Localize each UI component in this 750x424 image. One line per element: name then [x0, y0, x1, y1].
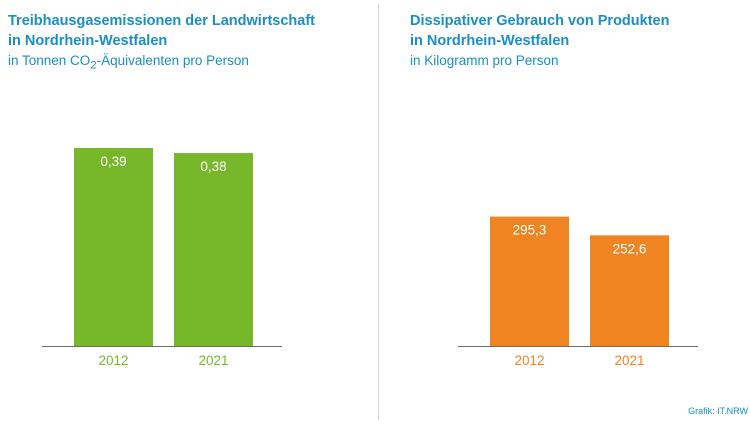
chart-panel-dissipative-use: Dissipativer Gebrauch von Produkten in N… — [380, 0, 750, 424]
bar-chart-dissipative-use: 295,3 2012 252,6 2021 — [458, 216, 698, 368]
chart-title-line-1: Dissipativer Gebrauch von Produkten — [410, 13, 670, 29]
data-label-2021: 0,38 — [200, 159, 226, 174]
chart-subtitle-sub: 2 — [90, 59, 97, 72]
chart-subtitle-pre: in Kilogramm pro Person — [410, 53, 559, 68]
bar-chart-greenhouse-gas: 0,39 2012 0,38 2021 — [42, 148, 282, 368]
chart-subtitle-post: -Äquivalenten pro Person — [96, 53, 249, 68]
bar-2012 — [490, 216, 569, 346]
chart-title: Treibhausgasemissionen der Landwirtschaf… — [8, 11, 368, 51]
chart-title-line-2: in Nordrhein-Westfalen — [410, 33, 570, 49]
chart-panel-greenhouse-gas: Treibhausgasemissionen der Landwirtschaf… — [8, 11, 368, 368]
chart-title-line-2: in Nordrhein-Westfalen — [8, 33, 168, 49]
tick-label-2021: 2021 — [614, 353, 644, 368]
data-label-2012: 295,3 — [513, 223, 547, 238]
chart-subtitle-pre: in Tonnen CO — [8, 53, 91, 68]
data-label-2021: 252,6 — [613, 241, 647, 256]
bar-2021 — [590, 235, 669, 346]
chart-title: Dissipativer Gebrauch von Produkten in N… — [410, 11, 740, 51]
chart-subtitle: in Kilogramm pro Person — [410, 52, 559, 75]
data-label-2012: 0,39 — [100, 154, 126, 169]
tick-label-2021: 2021 — [198, 353, 228, 368]
tick-label-2012: 2012 — [514, 353, 544, 368]
chart-subtitle: in Tonnen CO2-Äquivalenten pro Person — [8, 52, 249, 75]
source-credit: Grafik: IT.NRW — [688, 406, 748, 416]
bar-2021 — [174, 153, 253, 346]
tick-label-2012: 2012 — [98, 353, 128, 368]
chart-title-line-1: Treibhausgasemissionen der Landwirtschaf… — [8, 13, 315, 29]
panel-divider — [378, 4, 379, 420]
bar-2012 — [74, 148, 153, 346]
